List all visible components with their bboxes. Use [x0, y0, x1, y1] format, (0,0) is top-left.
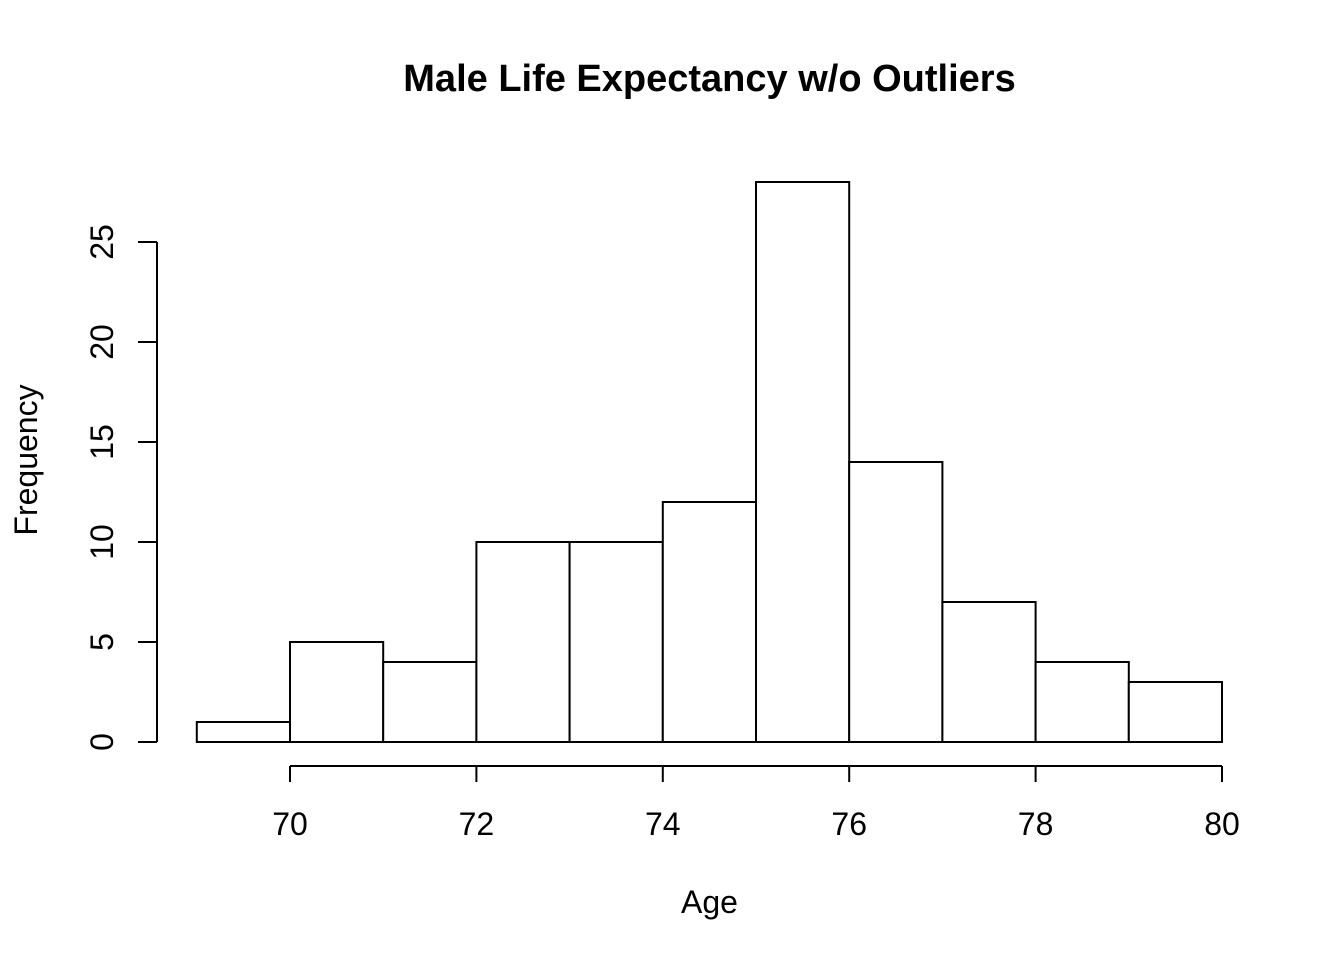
- y-tick-label: 20: [84, 324, 120, 360]
- chart-title: Male Life Expectancy w/o Outliers: [403, 58, 1016, 100]
- histogram-bar: [568, 541, 664, 743]
- histogram-bar: [848, 461, 944, 743]
- histogram-bar: [755, 181, 851, 743]
- y-tick-label: 0: [84, 733, 120, 751]
- y-tick-label: 25: [84, 224, 120, 260]
- x-tick-label: 78: [1018, 806, 1054, 842]
- y-axis-label: Frequency: [8, 384, 44, 536]
- histogram-bar: [382, 661, 478, 743]
- histogram-bar: [1127, 681, 1224, 743]
- y-tick-label: 5: [84, 633, 120, 651]
- x-tick-label: 80: [1204, 806, 1240, 842]
- y-tick-label: 10: [84, 524, 120, 560]
- histogram-bar: [1034, 661, 1130, 743]
- histogram-bar: [475, 541, 571, 743]
- y-tick-label: 15: [84, 424, 120, 460]
- histogram-bar: [661, 501, 757, 743]
- histogram-bar: [195, 721, 291, 743]
- x-tick-label: 70: [272, 806, 308, 842]
- x-tick-label: 76: [831, 806, 867, 842]
- x-axis-label: Age: [681, 884, 738, 920]
- histogram-bar: [289, 641, 385, 743]
- histogram-bar: [941, 601, 1037, 743]
- x-tick-label: 74: [645, 806, 681, 842]
- x-tick-label: 72: [459, 806, 495, 842]
